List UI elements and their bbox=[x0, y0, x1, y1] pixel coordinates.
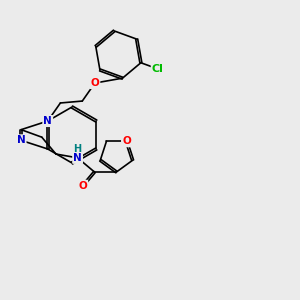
Text: O: O bbox=[79, 181, 87, 191]
Text: N: N bbox=[73, 153, 82, 163]
Text: Cl: Cl bbox=[152, 64, 164, 74]
Text: O: O bbox=[122, 136, 131, 146]
Text: N: N bbox=[17, 135, 26, 145]
Text: N: N bbox=[44, 116, 52, 126]
Text: O: O bbox=[91, 78, 99, 88]
Text: H: H bbox=[74, 144, 82, 154]
